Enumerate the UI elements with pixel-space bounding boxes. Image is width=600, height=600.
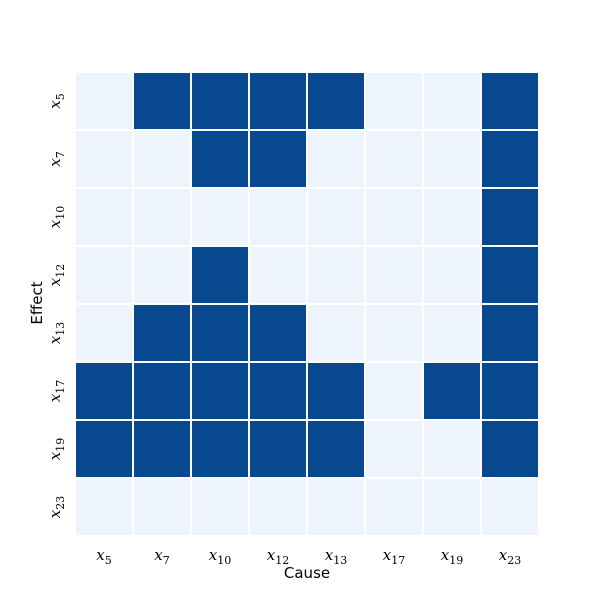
heatmap-cell-x_5-x_23 (480, 71, 540, 131)
heatmap-cell-x_5-x_12 (248, 71, 308, 131)
heatmap-cell-x_19-x_23 (480, 419, 540, 479)
heatmap-cell-x_23-x_19 (422, 477, 482, 537)
heatmap-cell-x_19-x_7 (132, 419, 192, 479)
heatmap-cell-x_23-x_7 (132, 477, 192, 537)
heatmap-cell-x_10-x_7 (132, 187, 192, 247)
heatmap-cell-x_23-x_5 (74, 477, 134, 537)
heatmap-cell-x_13-x_7 (132, 303, 192, 363)
heatmap-cell-x_5-x_13 (306, 71, 366, 131)
y-tick-label-x_23: x23 (46, 496, 67, 518)
heatmap-cell-x_13-x_13 (306, 303, 366, 363)
y-tick-label-x_17: x17 (46, 380, 67, 402)
y-tick-label-x_5: x5 (46, 93, 67, 108)
heatmap-cell-x_19-x_19 (422, 419, 482, 479)
heatmap-cell-x_12-x_7 (132, 245, 192, 305)
heatmap-cell-x_10-x_13 (306, 187, 366, 247)
heatmap-cell-x_17-x_7 (132, 361, 192, 421)
x-tick-label-x_13: x13 (325, 546, 347, 567)
heatmap-cell-x_13-x_5 (74, 303, 134, 363)
heatmap-cell-x_7-x_7 (132, 129, 192, 189)
heatmap-cell-x_12-x_12 (248, 245, 308, 305)
heatmap-cell-x_12-x_5 (74, 245, 134, 305)
heatmap-cell-x_17-x_13 (306, 361, 366, 421)
heatmap-cell-x_19-x_17 (364, 419, 424, 479)
heatmap-cell-x_19-x_13 (306, 419, 366, 479)
heatmap-cell-x_5-x_17 (364, 71, 424, 131)
heatmap-cell-x_23-x_10 (190, 477, 250, 537)
y-tick-label-x_13: x13 (46, 322, 67, 344)
y-tick-label-x_10: x10 (46, 206, 67, 228)
heatmap-cell-x_19-x_12 (248, 419, 308, 479)
heatmap-cell-x_17-x_23 (480, 361, 540, 421)
y-tick-label-x_7: x7 (46, 151, 67, 166)
x-tick-labels: x5 x7 x10 x12 x13 x17 x19 x23 (96, 546, 521, 567)
heatmap-cell-x_10-x_12 (248, 187, 308, 247)
x-tick-label-x_7: x7 (154, 546, 169, 567)
heatmap-cell-x_7-x_23 (480, 129, 540, 189)
heatmap-cell-x_23-x_17 (364, 477, 424, 537)
heatmap-cell-x_10-x_19 (422, 187, 482, 247)
heatmap-cell-x_12-x_23 (480, 245, 540, 305)
heatmap-cell-x_13-x_17 (364, 303, 424, 363)
heatmap-cell-x_12-x_19 (422, 245, 482, 305)
y-axis-label: Effect (28, 281, 46, 324)
heatmap-cell-x_17-x_17 (364, 361, 424, 421)
heatmap-cell-x_13-x_23 (480, 303, 540, 363)
heatmap-cell-x_23-x_13 (306, 477, 366, 537)
heatmap-cell-x_7-x_10 (190, 129, 250, 189)
x-tick-label-x_17: x17 (383, 546, 405, 567)
heatmap-cell-x_23-x_23 (480, 477, 540, 537)
heatmap-cell-x_10-x_17 (364, 187, 424, 247)
heatmap-cell-x_13-x_10 (190, 303, 250, 363)
heatmap-cell-x_5-x_10 (190, 71, 250, 131)
heatmap-cell-x_5-x_19 (422, 71, 482, 131)
x-tick-label-x_12: x12 (267, 546, 289, 567)
x-tick-label-x_5: x5 (96, 546, 111, 567)
x-axis-label: Cause (284, 564, 330, 582)
heatmap-cell-x_13-x_12 (248, 303, 308, 363)
heatmap-cell-x_19-x_10 (190, 419, 250, 479)
x-tick-label-x_10: x10 (209, 546, 231, 567)
y-tick-labels: x5 x7 x10 x12 x13 x17 x19 x23 (46, 93, 67, 518)
heatmap-cell-x_17-x_12 (248, 361, 308, 421)
heatmap-cell-x_19-x_5 (74, 419, 134, 479)
heatmap-cell-x_13-x_19 (422, 303, 482, 363)
x-tick-label-x_19: x19 (441, 546, 463, 567)
heatmap-cell-x_10-x_5 (74, 187, 134, 247)
heatmap-cells (74, 71, 540, 537)
heatmap-cell-x_5-x_7 (132, 71, 192, 131)
heatmap-cell-x_17-x_5 (74, 361, 134, 421)
heatmap-cell-x_17-x_10 (190, 361, 250, 421)
heatmap-cell-x_7-x_5 (74, 129, 134, 189)
x-tick-label-x_23: x23 (499, 546, 521, 567)
y-tick-label-x_12: x12 (46, 264, 67, 286)
heatmap-cell-x_10-x_10 (190, 187, 250, 247)
heatmap-cell-x_12-x_10 (190, 245, 250, 305)
heatmap-cell-x_5-x_5 (74, 71, 134, 131)
heatmap-cell-x_7-x_19 (422, 129, 482, 189)
heatmap-cell-x_10-x_23 (480, 187, 540, 247)
heatmap-cell-x_12-x_17 (364, 245, 424, 305)
heatmap-cell-x_7-x_12 (248, 129, 308, 189)
heatmap-cell-x_17-x_19 (422, 361, 482, 421)
heatmap-cell-x_7-x_13 (306, 129, 366, 189)
heatmap-cell-x_7-x_17 (364, 129, 424, 189)
heatmap-cell-x_23-x_12 (248, 477, 308, 537)
heatmap-cell-x_12-x_13 (306, 245, 366, 305)
y-tick-label-x_19: x19 (46, 438, 67, 460)
